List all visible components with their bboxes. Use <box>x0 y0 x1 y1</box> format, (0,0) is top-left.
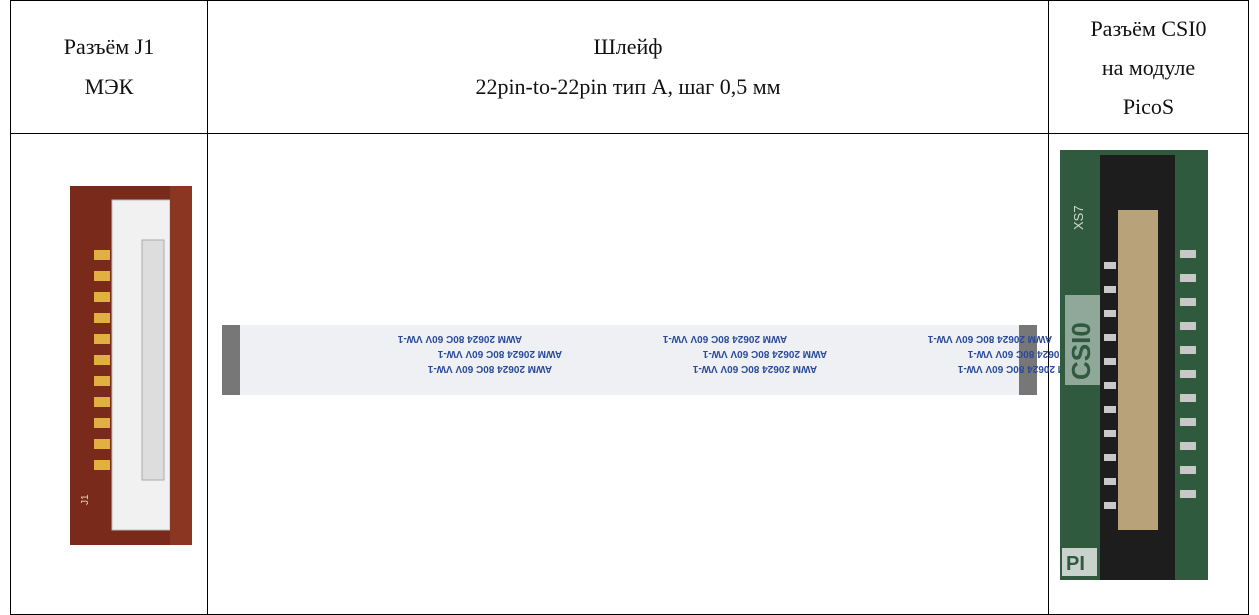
pad <box>94 376 110 386</box>
pad <box>1180 466 1196 474</box>
pad <box>94 439 110 449</box>
cable-print: AWM 20624 80C 60V VW-1 <box>702 348 827 359</box>
pad <box>1180 346 1196 354</box>
csi0-image: CSI0 XS7 PI <box>1060 150 1208 580</box>
pad <box>1180 274 1196 282</box>
pad <box>1180 298 1196 306</box>
pad <box>94 460 110 470</box>
pad <box>94 418 110 428</box>
illustrations: J1 AWM 20624 80C 60V VW-1AWM 20624 80C 6… <box>0 0 1259 615</box>
pcb-label: J1 <box>80 494 91 505</box>
pad <box>1104 478 1116 485</box>
pad <box>1180 490 1196 498</box>
cable-print: AWM 20624 80C 60V VW-1 <box>927 333 1052 344</box>
pad <box>94 250 110 260</box>
pad <box>1104 334 1116 341</box>
pad <box>1104 430 1116 437</box>
pad <box>94 292 110 302</box>
cable-print: AWM 20624 80C 60V VW-1 <box>397 333 522 344</box>
pad <box>94 397 110 407</box>
pad <box>1104 406 1116 413</box>
pad <box>1104 382 1116 389</box>
connector-j1-image: J1 <box>70 186 192 545</box>
pad <box>94 355 110 365</box>
pcb-label: CSI0 <box>1066 322 1096 380</box>
pad <box>1180 322 1196 330</box>
pad <box>1180 442 1196 450</box>
pad <box>1104 262 1116 269</box>
pcb-label: XS7 <box>1071 205 1086 230</box>
pad <box>1104 454 1116 461</box>
pad <box>94 334 110 344</box>
pad <box>94 271 110 281</box>
pad <box>1180 370 1196 378</box>
pad <box>94 313 110 323</box>
cable-image: AWM 20624 80C 60V VW-1 AWM 20624 80C 60V … <box>222 325 1092 395</box>
cable-print: AWM 20624 80C 60V VW-1 <box>437 348 562 359</box>
pad <box>1180 394 1196 402</box>
page: Разъём J1 МЭК Шлейф 22pin-to-22pin тип А… <box>0 0 1259 615</box>
pad <box>1180 250 1196 258</box>
pcb-label: PI <box>1066 553 1085 575</box>
pad <box>1104 286 1116 293</box>
pad <box>1104 310 1116 317</box>
cable-print: AWM 20624 80C 60V VW-1 <box>662 333 787 344</box>
pad <box>1104 358 1116 365</box>
pad <box>1180 418 1196 426</box>
cable-print: AWM 20624 80C 60V VW-1 <box>427 363 552 374</box>
pad <box>1104 502 1116 509</box>
cable-print: AWM 20624 80C 60V VW-1 <box>692 363 817 374</box>
